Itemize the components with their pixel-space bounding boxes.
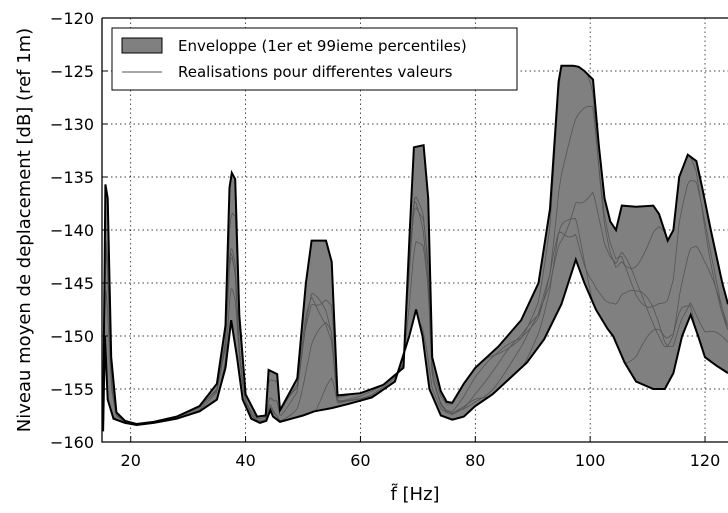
envelope-lower-edge bbox=[102, 256, 728, 432]
x-tick-label: 60 bbox=[350, 451, 370, 470]
y-tick-label: −135 bbox=[50, 168, 94, 187]
realisation-line bbox=[102, 231, 728, 428]
realisation-line bbox=[102, 65, 728, 425]
y-tick-label: −130 bbox=[50, 115, 94, 134]
x-axis-label: f̃ [Hz] bbox=[390, 484, 439, 505]
x-axis-ticks: 20 40 60 80 100 120 bbox=[121, 436, 721, 470]
y-tick-label: −145 bbox=[50, 274, 94, 293]
legend-envelope-swatch bbox=[121, 37, 163, 54]
y-axis-ticks: −160 −155 −150 −145 −140 −135 −130 −125 −120 bbox=[50, 9, 108, 452]
x-tick-label: 40 bbox=[235, 451, 255, 470]
legend-box bbox=[111, 27, 518, 91]
x-tick-label: 100 bbox=[575, 451, 606, 470]
x-tick-label: 20 bbox=[121, 451, 141, 470]
y-tick-label: −150 bbox=[50, 327, 94, 346]
legend-realisation-label: Realisations pour differentes valeurs bbox=[178, 63, 453, 81]
legend-envelope-label: Enveloppe (1er et 99ieme percentiles) bbox=[178, 37, 467, 55]
y-tick-label: −155 bbox=[50, 380, 94, 399]
x-tick-label: 80 bbox=[465, 451, 485, 470]
legend: Enveloppe (1er et 99ieme percentiles) Re… bbox=[111, 27, 518, 91]
y-tick-label: −160 bbox=[50, 433, 94, 452]
y-axis-label: Niveau moyen de deplacement [dB] (ref 1m… bbox=[14, 28, 35, 432]
x-tick-label: 120 bbox=[690, 451, 721, 470]
y-tick-label: −125 bbox=[50, 62, 94, 81]
y-tick-label: −140 bbox=[50, 221, 94, 240]
envelope-area bbox=[103, 65, 728, 432]
y-tick-label: −120 bbox=[50, 9, 94, 28]
envelope-upper-edge bbox=[102, 64, 728, 426]
plot-area bbox=[102, 64, 728, 432]
